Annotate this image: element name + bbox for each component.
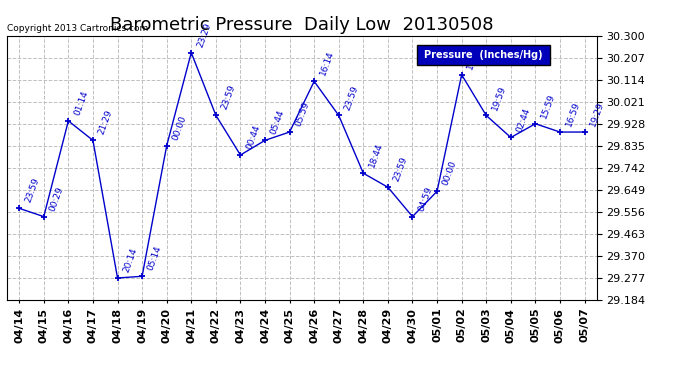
Text: 00:00: 00:00 [441, 160, 459, 187]
Text: 00:00: 00:00 [171, 114, 188, 142]
Text: 01:14: 01:14 [72, 90, 90, 117]
Text: 05:59: 05:59 [294, 100, 311, 128]
Text: 23:59: 23:59 [343, 84, 360, 111]
Text: 18:44: 18:44 [368, 142, 385, 169]
Text: 23:59: 23:59 [392, 156, 409, 183]
Text: Pressure  (Inches/Hg): Pressure (Inches/Hg) [424, 50, 542, 60]
Text: 23:59: 23:59 [23, 177, 41, 204]
Text: 16:14: 16:14 [318, 50, 335, 77]
Text: 00:44: 00:44 [244, 124, 262, 151]
Text: 00:29: 00:29 [48, 185, 65, 213]
FancyBboxPatch shape [417, 45, 550, 65]
Text: 02:44: 02:44 [515, 106, 532, 134]
Text: 23:29: 23:29 [195, 21, 213, 48]
Text: 15:59: 15:59 [540, 92, 557, 120]
Text: 21:29: 21:29 [97, 109, 115, 136]
Text: 23:59: 23:59 [220, 84, 237, 111]
Text: 20:14: 20:14 [121, 247, 139, 274]
Text: 19:59: 19:59 [491, 84, 508, 111]
Text: 16:59: 16:59 [564, 100, 582, 128]
Title: Barometric Pressure  Daily Low  20130508: Barometric Pressure Daily Low 20130508 [110, 16, 493, 34]
Text: 19:29: 19:29 [589, 100, 606, 128]
Text: Copyright 2013 Cartronics.com: Copyright 2013 Cartronics.com [7, 24, 148, 33]
Text: 17:29: 17:29 [466, 43, 483, 70]
Text: 05:44: 05:44 [269, 109, 286, 136]
Text: 04:59: 04:59 [417, 185, 434, 213]
Text: 05:14: 05:14 [146, 245, 164, 272]
